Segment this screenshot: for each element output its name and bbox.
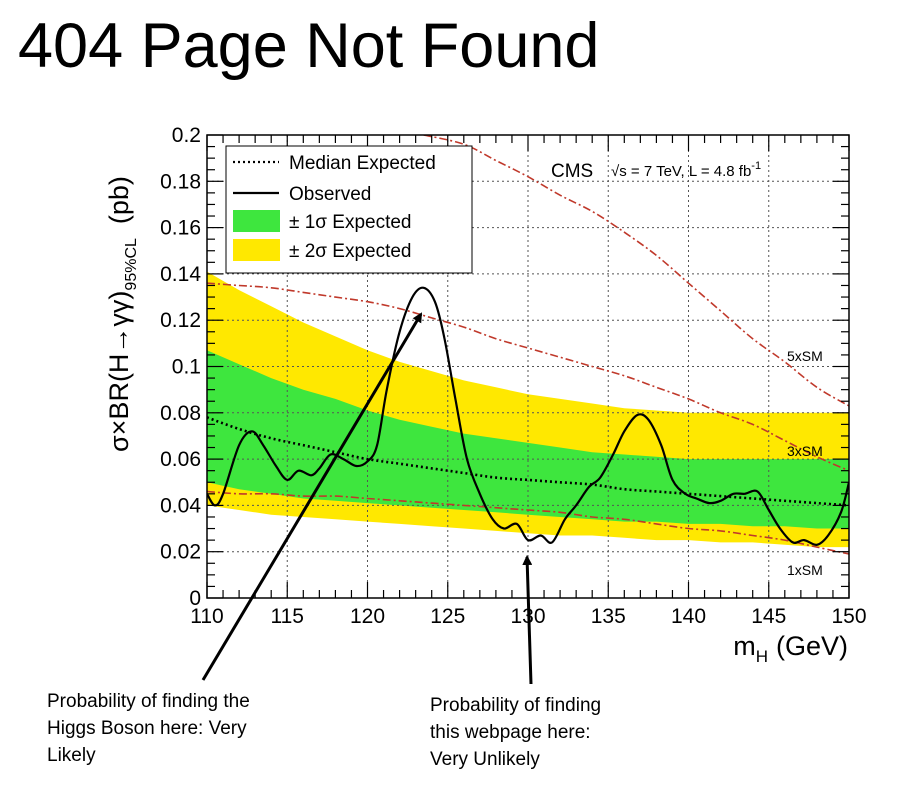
- x-tick-label: 115: [271, 605, 304, 628]
- legend-swatch-1sigma: [233, 210, 280, 232]
- legend: Median Expected Observed ± 1σ Expected ±…: [225, 145, 473, 274]
- x-tick-label: 140: [671, 605, 706, 628]
- y-axis-subscript: 95%CL: [123, 238, 140, 291]
- x-tick-label: 150: [831, 605, 866, 628]
- y-tick-label: 0.04: [160, 494, 201, 517]
- y-tick-label: 0.12: [160, 309, 201, 332]
- x-axis-subscript: H: [756, 647, 768, 666]
- legend-label-median: Median Expected: [289, 153, 436, 174]
- legend-swatch-2sigma: [233, 239, 280, 261]
- x-tick-label: 135: [591, 605, 626, 628]
- arrow-webpage: [522, 555, 533, 685]
- y-axis-unit: (pb): [104, 176, 134, 224]
- x-tick-label: 145: [751, 605, 786, 628]
- y-tick-label: 0: [189, 587, 201, 610]
- y-tick-label: 0.02: [160, 541, 201, 564]
- page-title: 404 Page Not Found: [18, 11, 600, 81]
- band-1sigma: [207, 350, 849, 529]
- x-tick-label: 125: [430, 605, 465, 628]
- y-tick-label: 0.16: [160, 217, 201, 240]
- x-axis-title: mH (GeV): [733, 631, 848, 666]
- expected-bands: [207, 271, 849, 548]
- energy-label: √s = 7 TeV, L = 4.8 fb-1: [611, 160, 761, 180]
- y-tick-label: 0.2: [172, 124, 201, 147]
- y-axis-title: σ×BR(H→γγ)95%CL(pb): [104, 176, 140, 452]
- legend-label-1sigma: ± 1σ Expected: [289, 212, 412, 233]
- y-tick-label: 0.1: [172, 356, 201, 379]
- y-tick-label: 0.14: [160, 263, 201, 286]
- x-axis-unit: (GeV): [776, 631, 848, 661]
- x-tick-label: 110: [190, 605, 223, 628]
- x-tick-label: 120: [350, 605, 385, 628]
- experiment-label: CMS: [551, 161, 593, 182]
- axis-ticks: [206, 134, 850, 599]
- y-tick-label: 0.06: [160, 448, 201, 471]
- sm-curves: [207, 135, 849, 555]
- energy-superscript: -1: [751, 160, 761, 172]
- y-tick-label: 0.18: [160, 170, 201, 193]
- annotation-webpage: Probability of finding this webpage here…: [430, 695, 602, 770]
- sm-label-1x: 1xSM: [787, 562, 823, 578]
- y-tick-label: 0.08: [160, 402, 201, 425]
- sm-curve-5xSM: [423, 135, 849, 407]
- sm-label-3x: 3xSM: [787, 443, 823, 459]
- sm-curve-1xSM: [207, 490, 849, 555]
- annotation-higgs: Probability of finding the Higgs Boson h…: [47, 691, 250, 766]
- sm-curve-3xSM: [207, 282, 849, 472]
- axis-tick-labels: 11011512012513013514014515000.020.040.06…: [160, 124, 866, 628]
- observed-line: [207, 286, 849, 546]
- arrow-higgs: [201, 312, 423, 681]
- legend-label-observed: Observed: [289, 184, 371, 205]
- sm-label-5x: 5xSM: [787, 348, 823, 364]
- legend-label-2sigma: ± 2σ Expected: [289, 241, 412, 262]
- limit-lines: [207, 286, 849, 546]
